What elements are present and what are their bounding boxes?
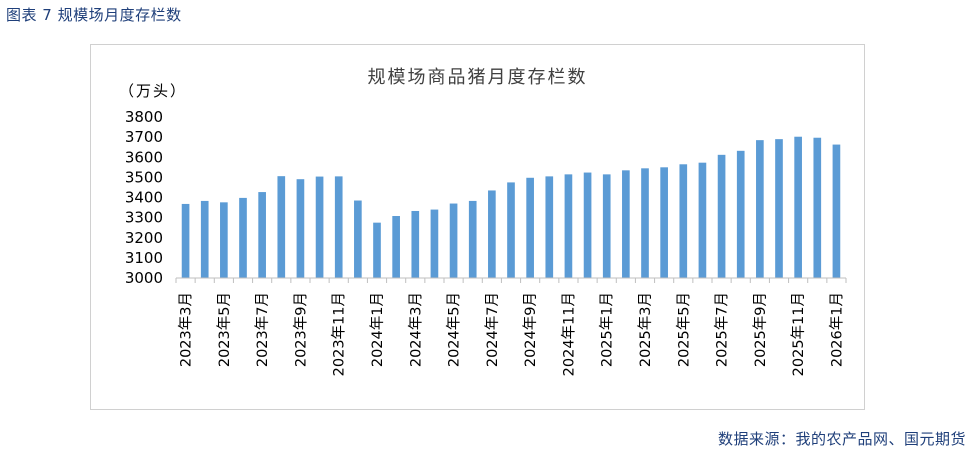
bar-2023年3月 bbox=[181, 203, 190, 278]
bar-2024年10月 bbox=[545, 176, 554, 278]
chart-frame: 规模场商品猪月度存栏数 （万头） 3000 3100 3200 3300 3400 350… bbox=[90, 44, 865, 410]
y-tick-label: 3600 bbox=[125, 148, 163, 166]
x-tick-label: 2025年5月 bbox=[675, 292, 692, 367]
x-tick-label: 2025年11月 bbox=[790, 292, 807, 376]
y-tick-label: 3300 bbox=[125, 209, 163, 227]
x-tick-label: 2024年11月 bbox=[560, 292, 577, 376]
bar-2024年2月 bbox=[392, 216, 400, 278]
bar-2025年4月 bbox=[660, 167, 668, 278]
bar-2023年5月 bbox=[220, 202, 228, 278]
y-tick-label: 3200 bbox=[125, 229, 163, 247]
bar-2023年8月 bbox=[277, 176, 286, 278]
x-tick-label: 2023年5月 bbox=[216, 292, 233, 367]
bar-2024年6月 bbox=[468, 200, 477, 278]
x-tick-label: 2023年11月 bbox=[331, 292, 348, 376]
bar-2024年3月 bbox=[411, 210, 420, 278]
x-tick-label: 2024年7月 bbox=[484, 292, 501, 367]
y-tick-label: 3100 bbox=[125, 249, 163, 267]
bar-2024年5月 bbox=[449, 203, 458, 278]
x-tick-label: 2024年3月 bbox=[407, 292, 424, 367]
bar-2025年1月 bbox=[602, 174, 611, 278]
bar-2025年6月 bbox=[698, 162, 707, 278]
bar-2025年12月 bbox=[813, 137, 822, 278]
y-tick-label: 3000 bbox=[125, 269, 163, 287]
chart-title: 规模场商品猪月度存栏数 bbox=[367, 67, 588, 88]
bar-2025年5月 bbox=[679, 164, 688, 278]
x-tick-label: 2024年5月 bbox=[446, 292, 463, 367]
bar-2025年10月 bbox=[775, 139, 783, 278]
figure-caption: 图表 7 规模场月度存栏数 bbox=[6, 6, 182, 24]
bar-2023年9月 bbox=[296, 179, 305, 278]
bar-2024年12月 bbox=[583, 172, 592, 278]
bar-2024年9月 bbox=[526, 177, 534, 278]
x-tick-label: 2024年9月 bbox=[522, 292, 539, 367]
y-tick-label: 3700 bbox=[125, 128, 163, 146]
bar-2024年11月 bbox=[564, 174, 573, 278]
y-axis-unit-label: （万头） bbox=[119, 82, 188, 100]
x-tick-label: 2026年1月 bbox=[828, 292, 845, 367]
bar-2023年6月 bbox=[239, 197, 247, 278]
x-tick-label: 2025年7月 bbox=[714, 292, 731, 367]
bar-2024年1月 bbox=[373, 222, 381, 278]
bar-2024年7月 bbox=[488, 190, 496, 278]
bar-2023年4月 bbox=[200, 200, 209, 278]
bar-2026年1月 bbox=[832, 144, 841, 278]
x-tick-label: 2023年9月 bbox=[292, 292, 309, 367]
bar-2025年9月 bbox=[756, 140, 764, 278]
bar-2023年12月 bbox=[354, 200, 362, 278]
bar-2025年8月 bbox=[736, 150, 745, 278]
data-source-note: 数据来源：我的农产品网、国元期货 bbox=[717, 430, 966, 448]
x-tick-label: 2024年1月 bbox=[369, 292, 386, 367]
bar-chart-plot: 3000 3100 3200 3300 3400 3500 3600 3700 3800 2023… bbox=[125, 108, 847, 376]
x-tick-label: 2023年3月 bbox=[178, 292, 195, 367]
bar-2023年7月 bbox=[258, 192, 266, 278]
bar-2024年4月 bbox=[430, 209, 439, 278]
bar-2023年11月 bbox=[334, 176, 343, 278]
x-tick-label: 2025年3月 bbox=[637, 292, 654, 367]
y-tick-label: 3800 bbox=[125, 108, 163, 126]
x-tick-label: 2025年1月 bbox=[599, 292, 616, 367]
x-tick-label: 2025年9月 bbox=[752, 292, 769, 367]
x-tick-label: 2023年7月 bbox=[254, 292, 271, 367]
y-tick-label: 3500 bbox=[125, 168, 163, 186]
y-tick-label: 3400 bbox=[125, 189, 163, 207]
bar-2024年8月 bbox=[507, 182, 515, 278]
bar-2025年11月 bbox=[794, 136, 802, 278]
bar-2025年7月 bbox=[717, 154, 726, 278]
bar-2025年2月 bbox=[622, 170, 630, 278]
bar-2023年10月 bbox=[315, 176, 324, 278]
bar-2025年3月 bbox=[641, 168, 649, 278]
